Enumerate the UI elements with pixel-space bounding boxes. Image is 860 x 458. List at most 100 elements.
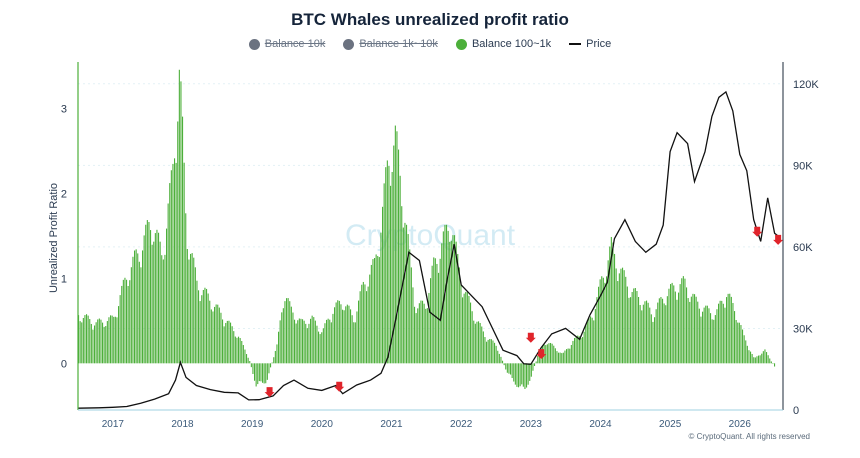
bar (753, 357, 755, 364)
bar (202, 289, 204, 364)
bar (442, 231, 444, 364)
bar (425, 308, 427, 364)
legend-balance-1k-10k[interactable]: Balance 1k~10k (343, 38, 438, 50)
bar (450, 240, 452, 364)
bar (471, 311, 473, 364)
bar (487, 339, 489, 364)
bar (354, 322, 356, 364)
bar (214, 306, 216, 364)
bar (154, 233, 156, 364)
bar (382, 206, 384, 364)
bar (532, 363, 534, 371)
bar (575, 336, 577, 364)
axes: 0 30K 60K 90K 120K 0 1 2 3 2017 2018 2019 2020 2021 20… (61, 62, 819, 430)
bar (303, 320, 305, 364)
bar (458, 267, 460, 364)
bar (274, 350, 276, 364)
bar (570, 344, 572, 364)
bar (642, 304, 644, 364)
bar (276, 344, 278, 364)
bar (422, 300, 424, 364)
bar (735, 319, 737, 364)
bar (410, 267, 412, 364)
bar (94, 325, 96, 364)
right-tick-label: 90K (793, 160, 813, 172)
x-tick-label: 2026 (729, 419, 752, 430)
legend-balance-10k[interactable]: Balance 10k (248, 38, 325, 50)
legend-label: Price (586, 38, 612, 50)
bar (262, 363, 264, 383)
bar (457, 253, 459, 364)
bar (474, 323, 476, 364)
bar (631, 292, 633, 364)
bar (689, 301, 691, 364)
bar (596, 297, 598, 364)
chart-title: BTC Whales unrealized profit ratio (291, 10, 569, 29)
bar (372, 259, 374, 364)
right-tick-label: 60K (793, 242, 813, 254)
bar (511, 363, 513, 379)
bar (321, 332, 323, 364)
bar (201, 295, 203, 364)
bar (140, 267, 142, 364)
bar (402, 227, 404, 364)
bar (657, 302, 659, 364)
bar (222, 319, 224, 364)
bar (207, 293, 209, 364)
x-tick-label: 2023 (520, 419, 543, 430)
bar (697, 301, 699, 364)
bar (398, 149, 400, 364)
bar (441, 243, 443, 364)
bar (665, 305, 667, 364)
bar (142, 250, 144, 364)
legend-balance-100-1k[interactable]: Balance 100~1k (455, 38, 551, 50)
bar (369, 274, 371, 364)
bar (466, 292, 468, 364)
bar (612, 242, 614, 364)
bar (463, 293, 465, 364)
bar (484, 337, 486, 364)
bar (138, 261, 140, 364)
bar (206, 288, 208, 364)
bar (215, 304, 217, 364)
legend-price[interactable]: Price (569, 38, 611, 50)
bar (118, 306, 120, 364)
bar (508, 363, 510, 374)
bar (614, 253, 616, 364)
bar (695, 296, 697, 364)
bar (231, 326, 233, 364)
bar (124, 277, 126, 364)
bar (254, 363, 256, 381)
bar (177, 121, 179, 364)
bar (290, 306, 292, 364)
bar (300, 318, 302, 364)
bar (660, 296, 662, 364)
bar (423, 303, 425, 364)
bar (367, 286, 369, 364)
bar (342, 309, 344, 364)
bar (148, 222, 150, 364)
bar (526, 363, 528, 388)
bar (294, 319, 296, 364)
bar (86, 314, 88, 364)
bar (169, 183, 171, 364)
bar (700, 316, 702, 364)
bar (340, 304, 342, 364)
bar (378, 257, 380, 364)
bar (506, 363, 508, 373)
y-axis-label: Unrealized Profit Ratio (48, 183, 60, 293)
bar (250, 363, 252, 368)
bar (324, 323, 326, 364)
legend-label: Balance 1k~10k (359, 38, 438, 50)
bar (318, 331, 320, 364)
bar (164, 254, 166, 364)
bar (161, 255, 163, 364)
bar (143, 235, 145, 364)
bar (534, 363, 536, 367)
bar (505, 363, 507, 370)
x-tick-label: 2017 (102, 419, 125, 430)
bar (302, 319, 304, 364)
bar (311, 315, 313, 364)
bar (97, 319, 99, 364)
